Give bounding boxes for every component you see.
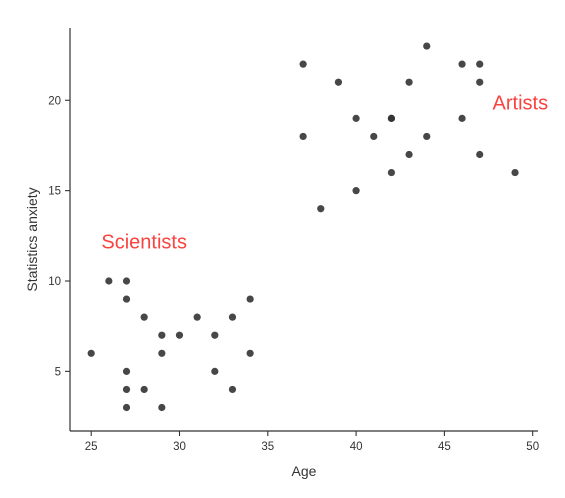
data-point — [458, 114, 466, 122]
y-axis-ticks: 5 10 15 20 — [48, 95, 70, 378]
data-point — [405, 78, 413, 86]
y-axis-title: Statistics anxiety — [24, 187, 40, 291]
data-point — [458, 60, 466, 68]
data-point — [387, 114, 396, 122]
data-point — [476, 60, 484, 68]
x-tick-label: 40 — [350, 441, 363, 453]
y-tick-label: 15 — [48, 186, 61, 198]
x-tick-label: 25 — [85, 441, 98, 453]
data-point — [476, 78, 484, 86]
annotations-layer: Scientists Artists — [101, 92, 548, 253]
x-tick-label: 45 — [438, 441, 451, 453]
data-point — [211, 367, 219, 375]
data-point — [370, 132, 378, 141]
data-point — [246, 349, 254, 357]
data-point — [193, 313, 201, 321]
y-tick-label: 20 — [48, 95, 61, 107]
data-point — [140, 313, 148, 321]
data-point — [352, 187, 360, 195]
y-tick-label: 10 — [48, 276, 61, 288]
x-axis-title: Age — [292, 463, 317, 479]
data-point — [122, 295, 131, 303]
group-annotation-label: Artists — [493, 92, 549, 114]
data-point — [228, 385, 237, 394]
x-axis-ticks: 25 30 35 40 45 50 — [85, 431, 539, 453]
data-point — [423, 132, 431, 141]
data-point — [105, 277, 113, 285]
data-point — [122, 385, 131, 394]
data-point — [511, 168, 519, 177]
data-point — [387, 168, 396, 177]
data-point — [334, 78, 343, 86]
data-point — [122, 367, 131, 375]
x-tick-label: 30 — [173, 441, 186, 453]
data-point — [158, 403, 166, 412]
data-point — [158, 331, 166, 339]
data-point — [246, 295, 254, 303]
group-annotation-label: Scientists — [101, 231, 187, 253]
x-tick-label: 50 — [526, 441, 539, 453]
data-point — [140, 385, 148, 394]
data-point — [405, 150, 413, 159]
data-point — [211, 331, 219, 339]
data-point — [175, 331, 184, 339]
points-layer — [87, 42, 519, 412]
data-point — [299, 60, 307, 68]
data-point — [87, 349, 95, 357]
y-tick-label: 5 — [55, 366, 61, 378]
data-point — [423, 42, 431, 50]
x-tick-label: 35 — [261, 441, 274, 453]
data-point — [122, 277, 131, 285]
data-point — [476, 150, 484, 159]
data-point — [352, 114, 360, 122]
data-point — [122, 403, 131, 412]
data-point — [228, 313, 237, 321]
data-point — [317, 205, 325, 213]
data-point — [299, 132, 307, 141]
data-point — [158, 349, 166, 357]
